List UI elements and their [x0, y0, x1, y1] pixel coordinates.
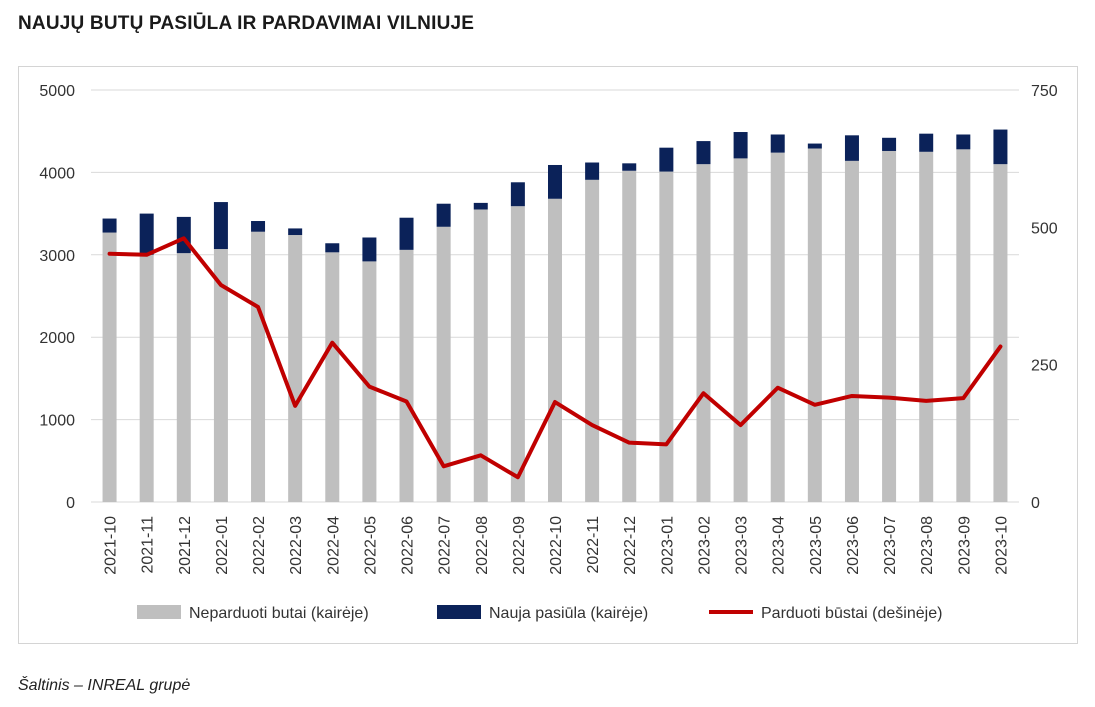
x-tick-label: 2022-06	[400, 516, 417, 575]
legend-label: Neparduoti butai (kairėje)	[189, 605, 369, 622]
x-tick-label: 2021-10	[103, 516, 120, 575]
bar-unsold	[956, 149, 971, 502]
y-left-tick-label: 4000	[39, 165, 75, 182]
bar-unsold	[844, 160, 859, 502]
bar-unsold	[919, 151, 934, 503]
bar-new-supply	[510, 182, 525, 207]
x-tick-label: 2022-11	[585, 516, 602, 574]
bar-new-supply	[251, 221, 266, 232]
x-tick-label: 2022-05	[362, 516, 379, 575]
source-note: Šaltinis – INREAL grupė	[18, 677, 191, 694]
sales-line	[107, 236, 1003, 480]
bar-new-supply	[770, 134, 785, 153]
bar-unsold	[882, 150, 897, 502]
x-tick-label: 2023-08	[919, 516, 936, 575]
x-tick-label: 2022-10	[548, 516, 565, 575]
bar-new-supply	[807, 143, 822, 149]
bars	[102, 129, 1008, 503]
bar-unsold	[102, 232, 117, 502]
legend-swatch	[437, 605, 481, 619]
bar-new-supply	[696, 141, 711, 165]
y-right-tick-label: 0	[1031, 495, 1040, 512]
bar-unsold	[659, 171, 674, 502]
bar-unsold	[436, 226, 451, 502]
bar-new-supply	[362, 237, 377, 262]
bar-unsold	[622, 170, 637, 502]
bar-new-supply	[213, 202, 228, 250]
bar-unsold	[696, 164, 711, 502]
x-tick-label: 2023-02	[696, 516, 713, 575]
x-tick-label: 2023-06	[845, 516, 862, 575]
legend-label: Parduoti būstai (dešinėje)	[761, 605, 942, 622]
legend: Neparduoti butai (kairėje) Nauja pasiūla …	[137, 605, 942, 622]
bar-unsold	[548, 198, 562, 502]
legend-label: Nauja pasiūla (kairėje)	[489, 605, 648, 622]
y-left-tick-label: 1000	[39, 413, 75, 430]
y-left-tick-label: 0	[66, 495, 75, 512]
x-tick-label: 2021-11	[140, 516, 157, 574]
x-tick-label: 2023-09	[956, 516, 973, 575]
bar-new-supply	[733, 132, 748, 159]
bar-new-supply	[622, 163, 637, 171]
bar-new-supply	[288, 228, 303, 236]
bar-unsold	[733, 158, 748, 502]
bar-unsold	[807, 148, 822, 502]
bar-unsold	[993, 164, 1008, 502]
y-left-tick-label: 5000	[39, 83, 75, 100]
y-left-tick-label: 3000	[39, 248, 75, 265]
bar-unsold	[585, 179, 600, 502]
x-tick-label: 2022-07	[437, 516, 454, 575]
bar-new-supply	[919, 133, 934, 152]
bar-unsold	[473, 209, 488, 503]
bar-new-supply	[176, 216, 191, 254]
bar-unsold	[139, 254, 154, 502]
x-tick-label: 2022-09	[511, 516, 528, 575]
chart-frame: 0 1000 2000 3000 4000 5000 0 250 500 750 2021-10 20…	[18, 66, 1078, 644]
bar-new-supply	[993, 129, 1008, 165]
y-right-tick-label: 750	[1031, 83, 1058, 100]
x-tick-label: 2022-03	[288, 516, 305, 575]
bar-unsold	[325, 252, 340, 502]
bar-new-supply	[844, 135, 859, 161]
bar-new-supply	[548, 164, 562, 199]
x-tick-label: 2023-10	[993, 516, 1010, 575]
x-tick-label: 2023-07	[882, 516, 899, 575]
x-tick-label: 2022-01	[214, 516, 231, 575]
bar-unsold	[288, 235, 303, 503]
bar-new-supply	[436, 203, 451, 227]
x-tick-label: 2023-05	[808, 516, 825, 575]
bar-unsold	[770, 152, 785, 502]
bar-new-supply	[882, 137, 897, 151]
x-tick-label: 2023-04	[771, 516, 788, 575]
x-tick-label: 2022-08	[474, 516, 491, 575]
y-right-tick-label: 500	[1031, 220, 1058, 237]
bar-new-supply	[102, 218, 117, 233]
bar-unsold	[213, 249, 228, 502]
bar-unsold	[510, 206, 525, 502]
y-left-tick-label: 2000	[39, 330, 75, 347]
x-tick-label: 2022-04	[325, 516, 342, 575]
bar-unsold	[399, 249, 414, 502]
chart-title: NAUJŲ BUTŲ PASIŪLA IR PARDAVIMAI VILNIUJ…	[18, 13, 475, 34]
bar-new-supply	[139, 213, 154, 255]
series-line-sold	[107, 236, 1003, 480]
bar-new-supply	[399, 217, 414, 250]
x-tick-label: 2023-03	[734, 516, 751, 575]
chart: 0 1000 2000 3000 4000 5000 0 250 500 750 2021-10 20…	[39, 83, 1057, 622]
bar-new-supply	[956, 134, 971, 150]
x-tick-label: 2022-12	[622, 516, 639, 575]
bar-unsold	[362, 261, 377, 502]
bar-unsold	[251, 231, 266, 502]
bar-new-supply	[585, 162, 600, 180]
bar-new-supply	[325, 243, 340, 253]
x-tick-label: 2022-02	[251, 516, 268, 575]
x-tick-label: 2023-01	[659, 516, 676, 575]
y-right-tick-label: 250	[1031, 358, 1058, 375]
legend-swatch	[137, 605, 181, 619]
axes: 0 1000 2000 3000 4000 5000 0 250 500 750 2021-10 20…	[39, 83, 1057, 575]
bar-new-supply	[659, 147, 674, 172]
bar-unsold	[176, 253, 191, 502]
x-tick-label: 2021-12	[177, 516, 194, 575]
bar-new-supply	[473, 202, 488, 210]
